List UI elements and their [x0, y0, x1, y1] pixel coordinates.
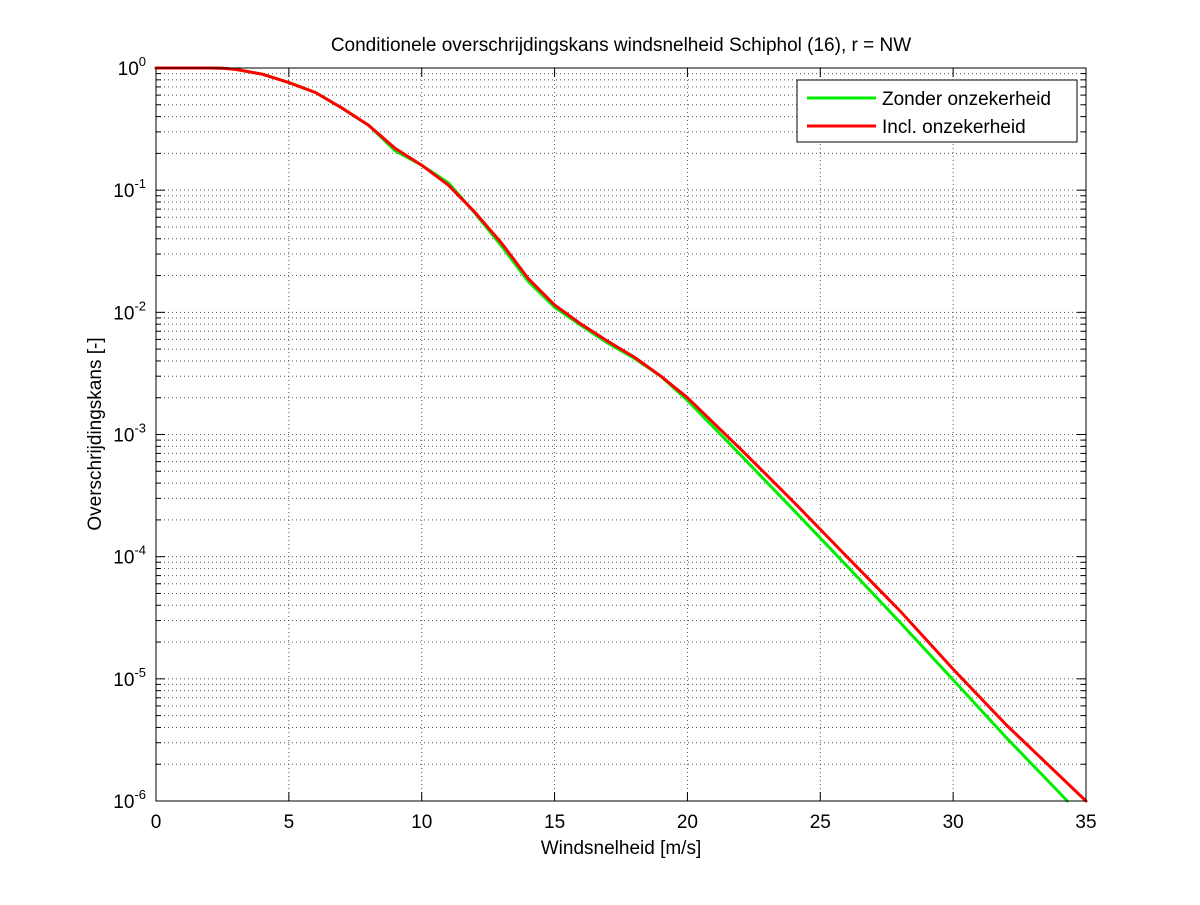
- x-tick-label: 5: [284, 812, 295, 833]
- series-line-1: [154, 66, 1088, 803]
- y-tick-label: 100: [118, 54, 146, 80]
- legend-box: [796, 79, 1078, 143]
- legend: Zonder onzekerheid Incl. onzekerheid: [796, 79, 1078, 143]
- x-tick-label: 30: [943, 812, 964, 833]
- x-tick-labels: 0 5 10 15 20 25 30 35: [151, 812, 1097, 833]
- y-tick-labels: 10-6 10-5 10-4 10-3 10-2 10-1 100: [113, 54, 146, 813]
- x-tick-label: 20: [677, 812, 698, 833]
- x-tick-label: 35: [1075, 812, 1096, 833]
- x-axis-label: Windsnelheid [m/s]: [541, 838, 702, 859]
- y-tick-label: 10-5: [113, 665, 146, 691]
- grid-lines: [156, 68, 1086, 801]
- series-lines: [154, 66, 1088, 803]
- y-tick-label: 10-1: [113, 176, 146, 202]
- chart-title: Conditionele overschrijdingskans windsne…: [331, 35, 911, 56]
- axis-ticks: [155, 67, 1087, 802]
- y-axis-label: Overschrijdingskans [-]: [85, 337, 106, 530]
- x-tick-label: 15: [544, 812, 565, 833]
- y-tick-label: 10-2: [113, 298, 146, 324]
- legend-label-incl-onzekerheid: Incl. onzekerheid: [882, 117, 1026, 138]
- legend-label-zonder-onzekerheid: Zonder onzekerheid: [882, 89, 1051, 110]
- x-tick-label: 0: [151, 812, 162, 833]
- y-tick-label: 10-4: [113, 543, 146, 569]
- x-tick-label: 10: [411, 812, 432, 833]
- y-tick-label: 10-6: [113, 787, 146, 813]
- y-tick-label: 10-3: [113, 421, 146, 447]
- x-tick-label: 25: [810, 812, 831, 833]
